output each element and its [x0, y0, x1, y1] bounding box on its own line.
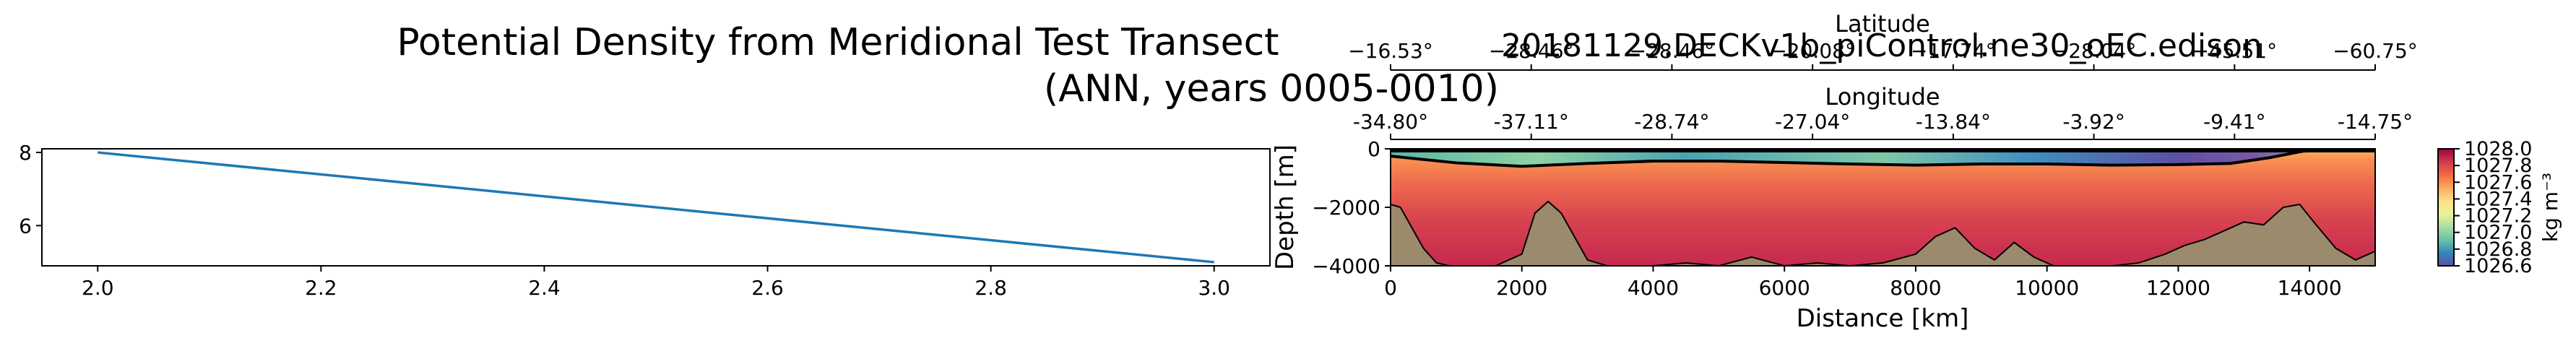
transect-x-tick-label: 4000 — [1628, 276, 1679, 300]
transect-y-label: Depth [m] — [1271, 144, 1300, 270]
colorbar-label: kg m⁻³ — [2538, 173, 2562, 242]
colorbar-tick-label: 1026.8 — [2464, 238, 2532, 261]
longitude-tick-label: -13.84° — [1916, 110, 1991, 134]
line-series — [98, 151, 1214, 264]
longitude-tick-label: -14.75° — [2338, 110, 2413, 134]
transect-x-tick-label: 6000 — [1759, 276, 1810, 300]
transect-y-tick-label: −4000 — [1312, 254, 1380, 278]
line-plot-series — [98, 151, 1214, 264]
line-plot-x-tick-label: 2.4 — [528, 276, 561, 300]
transect-x-tick-label: 12000 — [2146, 276, 2210, 300]
colorbar-tick-label: 1026.6 — [2464, 255, 2532, 277]
colorbar-tick-label: 1027.6 — [2464, 171, 2532, 194]
longitude-tick-label: -27.04° — [1775, 110, 1850, 134]
colorbar-tick-label: 1027.8 — [2464, 155, 2532, 177]
surface-density-layer — [1391, 149, 2375, 167]
colorbar-gradient — [2437, 148, 2455, 267]
transect-y-tick-label: −2000 — [1312, 196, 1380, 220]
transect-panel: 0 2000 4000 6000 8000 10000 12000 14000 0 −2000 −… — [1271, 10, 2418, 333]
latitude-tick-label: −16.53° — [1348, 39, 1433, 63]
latitude-tick-label: −17.74° — [1911, 39, 1996, 63]
line-plot-y-ticks: 86 — [19, 141, 42, 238]
line-plot-x-tick-label: 3.0 — [1198, 276, 1230, 300]
transect-y-tick-label: 0 — [1367, 137, 1380, 161]
transect-x-tick-label: 14000 — [2278, 276, 2342, 300]
colorbar-tick-label: 1028.0 — [2464, 138, 2532, 160]
run-label: 20181129.DECKv1b_piControl.ne30_oEC.edis… — [1501, 27, 2262, 64]
latitude-tick-label: −28.04° — [2052, 39, 2137, 63]
line-plot-y-tick-label: 8 — [19, 141, 32, 165]
figure-title-line1: Potential Density from Meridional Test T… — [397, 21, 1279, 64]
figure-title-line2: (ANN, years 0005-0010) — [1044, 67, 1499, 111]
line-plot-y-tick-label: 6 — [19, 214, 32, 238]
transect-x-ticks: 0 2000 4000 6000 8000 10000 12000 14000 — [1384, 266, 2342, 300]
longitude-label: Longitude — [1825, 83, 1940, 111]
transect-y-ticks: 0 −2000 −4000 — [1312, 137, 1391, 278]
line-plot-x-tick-label: 2.2 — [305, 276, 337, 300]
longitude-tick-label: -9.41° — [2203, 110, 2265, 134]
colorbar-tick-label: 1027.2 — [2464, 205, 2532, 228]
line-plot-panel: 2.0 2.2 2.4 2.6 2.8 3.0 86 — [19, 141, 1271, 300]
line-plot-x-ticks: 2.0 2.2 2.4 2.6 2.8 3.0 — [82, 266, 1230, 300]
line-plot-x-tick-label: 2.6 — [751, 276, 784, 300]
transect-x-tick-label: 8000 — [1890, 276, 1941, 300]
transect-x-tick-label: 2000 — [1496, 276, 1547, 300]
line-plot-frame — [41, 148, 1271, 267]
colorbar: 1028.01027.81027.61027.41027.21027.01026… — [2437, 138, 2562, 277]
longitude-ticks: -34.80° -37.11° -28.74° -27.04° -13.84° -3.92… — [1353, 110, 2413, 139]
latitude-label: Latitude — [1835, 10, 1930, 38]
colorbar-ticks: 1028.01027.81027.61027.41027.21027.01026… — [2454, 138, 2532, 277]
line-plot-x-tick-label: 2.0 — [82, 276, 114, 300]
bathymetry — [1391, 200, 2375, 266]
transect-x-tick-label: 0 — [1384, 276, 1397, 300]
longitude-tick-label: -3.92° — [2062, 110, 2125, 134]
surface-contour-band — [1391, 149, 2375, 152]
colorbar-tick-label: 1027.0 — [2464, 222, 2532, 244]
longitude-tick-label: -34.80° — [1353, 110, 1428, 134]
colorbar-tick-label: 1027.4 — [2464, 188, 2532, 210]
latitude-tick-label: −28.46° — [1630, 39, 1715, 63]
longitude-tick-label: -37.11° — [1494, 110, 1569, 134]
longitude-tick-label: -28.74° — [1634, 110, 1709, 134]
latitude-ticks: −16.53° −28.46° −28.46° −20.08° −17.74° −28.0… — [1348, 39, 2418, 70]
latitude-tick-label: −45.51° — [2192, 39, 2277, 63]
latitude-tick-label: −60.75° — [2333, 39, 2418, 63]
transect-x-tick-label: 10000 — [2015, 276, 2079, 300]
latitude-tick-label: −28.46° — [1489, 39, 1574, 63]
transect-x-label: Distance [km] — [1797, 304, 1969, 333]
latitude-tick-label: −20.08° — [1770, 39, 1855, 63]
line-plot-x-tick-label: 2.8 — [974, 276, 1007, 300]
